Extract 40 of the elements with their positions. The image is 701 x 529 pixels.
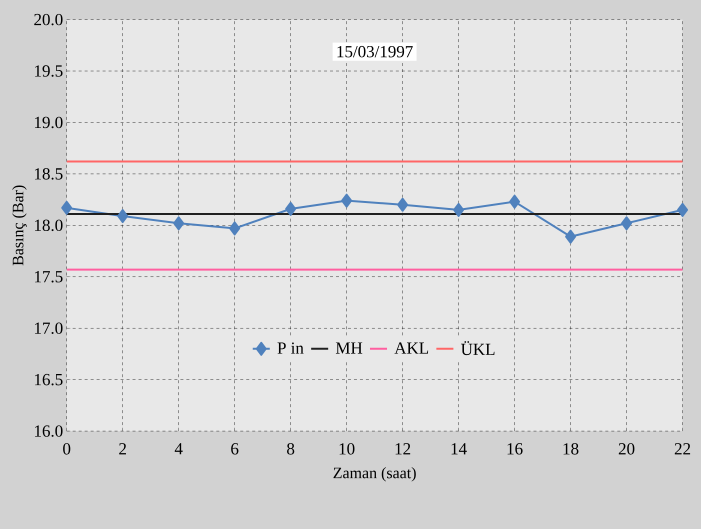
- x-tick-label: 6: [231, 443, 238, 455]
- x-tick-label: 0: [63, 443, 70, 455]
- y-tick-label: 16.0: [34, 425, 63, 437]
- point: [621, 216, 632, 230]
- x-tick-label: 22: [674, 443, 690, 454]
- point: [509, 194, 520, 209]
- legend-label: MH: [336, 342, 362, 354]
- y-tick-label: 17.0: [34, 322, 63, 334]
- x-tick-label: 8: [287, 443, 294, 455]
- point: [677, 202, 688, 217]
- text: 15/03/1997: [337, 46, 413, 58]
- x-tick-label: 14: [452, 443, 467, 454]
- x-tick-label: 10: [340, 443, 354, 455]
- point: [453, 202, 464, 217]
- y-tick-label: 18.5: [34, 168, 63, 180]
- x-tick-label: 18: [564, 443, 578, 455]
- x-axis-title: Zaman (saat): [334, 467, 416, 482]
- point: [565, 230, 576, 244]
- y-tick-label: 20.0: [34, 14, 63, 26]
- point: [229, 221, 240, 236]
- x-tick-label: 12: [396, 443, 410, 454]
- point: [173, 216, 184, 230]
- point: [397, 198, 408, 212]
- point: [285, 202, 296, 216]
- y-tick-label: 18.0: [34, 220, 63, 232]
- y-tick-label: 16.5: [34, 374, 63, 386]
- x-tick-label: 2: [119, 443, 126, 454]
- x-tick-label: 4: [174, 443, 183, 454]
- point: [117, 209, 128, 224]
- y-tick-label: 19.0: [34, 116, 63, 128]
- x-tick-label: 20: [618, 443, 634, 455]
- y-axis-title: Basınç (Bar): [12, 185, 27, 266]
- point: [61, 200, 72, 215]
- point: [341, 194, 352, 208]
- legend-label: P in: [278, 342, 304, 354]
- y-tick-label: 17.5: [34, 271, 63, 282]
- legend-label: ÜKL: [461, 341, 494, 356]
- x-tick-label: 16: [508, 443, 523, 455]
- y-tick-label: 19.5: [34, 65, 63, 77]
- legend-label: AKL: [394, 342, 428, 354]
